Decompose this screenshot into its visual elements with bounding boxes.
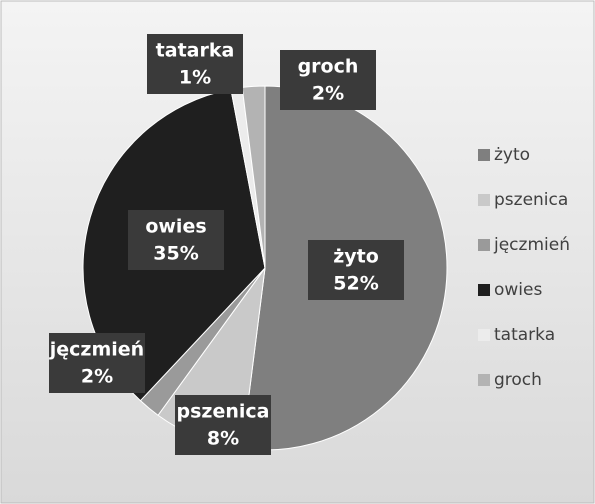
- data-label-name: owies: [145, 216, 206, 238]
- data-label-value: 2%: [81, 366, 113, 388]
- legend-label: pszenica: [494, 190, 568, 210]
- data-label-value: 1%: [179, 67, 211, 89]
- data-label-value: 8%: [207, 428, 239, 450]
- data-label-box: [280, 50, 376, 110]
- data-label-name: żyto: [333, 246, 379, 268]
- data-label-value: 52%: [333, 273, 378, 295]
- data-label-box: [308, 240, 404, 300]
- legend-swatch: [478, 284, 490, 296]
- data-label-value: 2%: [312, 83, 344, 105]
- legend-swatch: [478, 374, 490, 386]
- data-label-name: tatarka: [156, 40, 235, 62]
- data-label-box: [49, 333, 145, 393]
- data-label-box: [128, 210, 224, 270]
- legend-label: jęczmień: [493, 235, 570, 255]
- legend-swatch: [478, 194, 490, 206]
- data-label-box: [147, 34, 243, 94]
- legend-swatch: [478, 239, 490, 251]
- legend-label: owies: [494, 280, 542, 300]
- data-label-value: 35%: [153, 243, 198, 265]
- legend-swatch: [478, 149, 490, 161]
- legend-label: groch: [494, 370, 542, 390]
- data-label-name: groch: [298, 56, 359, 78]
- data-label-name: jęczmień: [49, 339, 144, 361]
- data-label-box: [175, 395, 271, 455]
- legend-swatch: [478, 329, 490, 341]
- legend-label: tatarka: [494, 325, 555, 345]
- legend-label: żyto: [494, 145, 530, 165]
- data-label-name: pszenica: [177, 401, 270, 423]
